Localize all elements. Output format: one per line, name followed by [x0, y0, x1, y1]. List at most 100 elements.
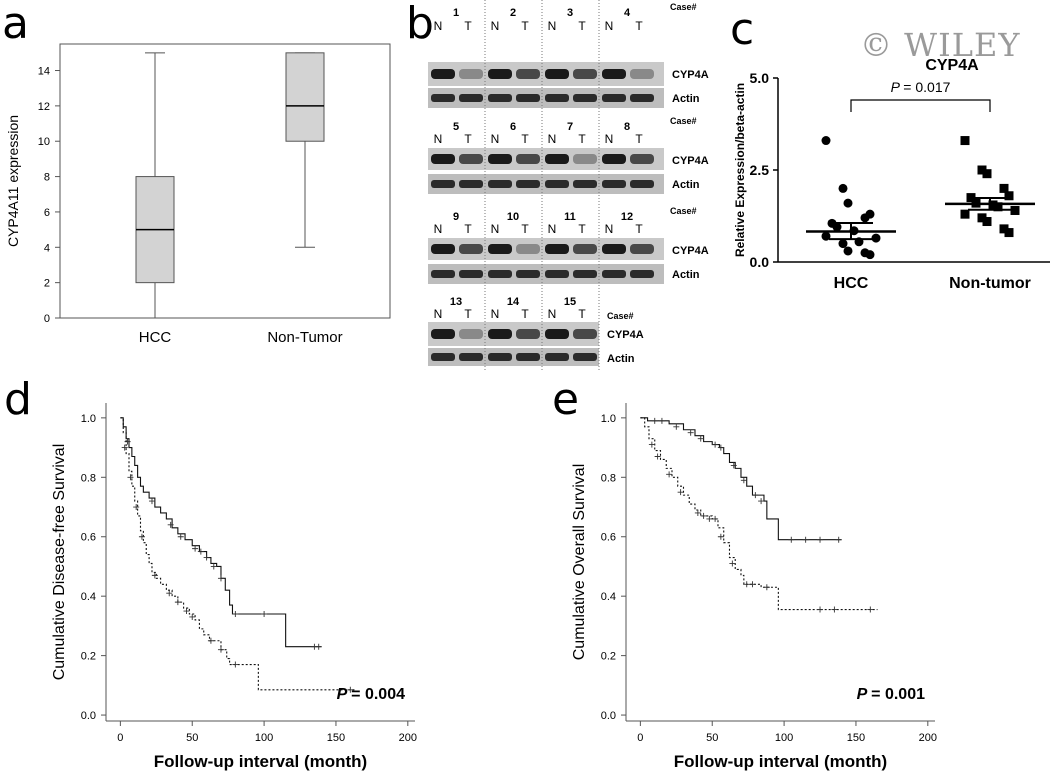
case-number: 2	[510, 7, 516, 19]
band-target-n	[488, 329, 512, 339]
data-point-non-tumor	[1004, 191, 1014, 201]
row-label-control: Actin	[672, 179, 700, 191]
censor-mark	[654, 453, 661, 460]
data-point-hcc	[838, 239, 848, 249]
band-control-n	[545, 180, 569, 188]
row-label-target: CYP4A	[672, 155, 709, 167]
panel-label-b: b	[406, 0, 434, 49]
x-tick-label: 0	[637, 732, 643, 744]
band-target-n	[431, 69, 455, 79]
censor-mark	[138, 533, 145, 540]
case-label: Case#	[607, 311, 634, 321]
lane-label-t: T	[464, 222, 472, 236]
case-number: 12	[621, 211, 633, 223]
censor-mark	[817, 606, 824, 613]
lane-label-t: T	[578, 132, 586, 146]
y-tick-label: 0.8	[81, 472, 96, 484]
survival-curve-solid	[120, 417, 322, 648]
lane-label-t: T	[521, 222, 529, 236]
band-target-t	[573, 329, 597, 339]
band-target-n	[431, 154, 455, 164]
data-point-hcc	[843, 198, 853, 208]
band-control-n	[602, 270, 626, 278]
band-control-n	[545, 94, 569, 102]
censor-mark	[151, 572, 158, 579]
box-iqr	[285, 52, 325, 142]
x-category-label: HCC	[139, 329, 172, 346]
y-tick-label: 0.4	[601, 591, 616, 603]
censor-mark	[752, 492, 759, 499]
censor-mark	[121, 444, 128, 451]
p-value-text: P = 0.004	[337, 686, 405, 703]
censor-mark	[658, 417, 665, 424]
lane-label-t: T	[521, 19, 529, 33]
blot-strip-control	[428, 348, 599, 366]
case-number: 8	[624, 121, 630, 133]
panel-d-survival-curve: 0.0 0.2 0.4 0.6 0.8 1.0 0 50 100 150 200 Follow-up …	[51, 403, 417, 771]
censor-mark	[712, 515, 719, 522]
case-number: 13	[450, 296, 462, 308]
row-label-control: Actin	[672, 93, 700, 105]
case-number: 1	[453, 7, 459, 19]
x-tick-label: 0	[117, 732, 123, 744]
censor-mark	[217, 646, 224, 653]
panel-label-a: a	[2, 0, 29, 49]
band-target-t	[459, 69, 483, 79]
censor-mark	[694, 509, 701, 516]
lane-label-t: T	[521, 307, 529, 321]
case-label: Case#	[670, 206, 697, 216]
p-label: P	[337, 686, 352, 703]
band-control-t	[573, 270, 597, 278]
band-control-t	[516, 270, 540, 278]
lane-label-n: N	[434, 307, 443, 321]
y-tick-label: 0.6	[601, 532, 616, 544]
y-axis-label: Cumulative Overall Survival	[571, 464, 588, 661]
band-target-n	[602, 69, 626, 79]
p-value: = 0.001	[871, 686, 925, 703]
censor-mark	[687, 429, 694, 436]
censor-mark	[189, 613, 196, 620]
band-control-t	[459, 94, 483, 102]
censor-mark	[666, 471, 673, 478]
data-point-hcc	[865, 209, 875, 219]
censor-mark	[706, 515, 713, 522]
band-control-n	[431, 270, 455, 278]
band-target-n	[488, 244, 512, 254]
x-category-label: HCC	[834, 275, 869, 292]
data-point-hcc	[871, 233, 881, 243]
panel-label-d: d	[4, 374, 32, 425]
x-tick-label: 150	[327, 732, 345, 744]
y-tick-label: 0.6	[81, 532, 96, 544]
band-target-n	[545, 244, 569, 254]
blot-strip-target	[428, 322, 599, 346]
censor-mark	[203, 554, 210, 561]
censor-mark	[148, 498, 155, 505]
censor-mark	[700, 512, 707, 519]
censor-mark	[133, 504, 140, 511]
band-target-t	[516, 244, 540, 254]
case-number: 7	[567, 121, 573, 133]
lane-label-t: T	[578, 222, 586, 236]
lane-label-n: N	[605, 132, 614, 146]
lane-label-t: T	[464, 19, 472, 33]
lane-label-t: T	[464, 132, 472, 146]
band-control-n	[431, 180, 455, 188]
significance-bracket	[850, 99, 991, 112]
lane-label-t: T	[635, 132, 643, 146]
band-control-n	[545, 270, 569, 278]
p-value: = 0.004	[351, 686, 405, 703]
lane-label-t: T	[464, 307, 472, 321]
band-control-t	[459, 180, 483, 188]
y-tick-label: 1.0	[81, 413, 96, 425]
censor-mark	[717, 444, 724, 451]
band-control-n	[431, 353, 455, 361]
y-tick-label: 6	[44, 207, 50, 219]
censor-mark	[743, 581, 750, 588]
band-control-t	[630, 94, 654, 102]
band-target-t	[573, 69, 597, 79]
panel-e-survival-curve: 0.0 0.2 0.4 0.6 0.8 1.0 0 50 100 150 200 Follow-up …	[571, 403, 937, 771]
row-label-control: Actin	[607, 353, 635, 365]
y-tick-label: 10	[38, 136, 50, 148]
y-tick-label: 2	[44, 278, 50, 290]
